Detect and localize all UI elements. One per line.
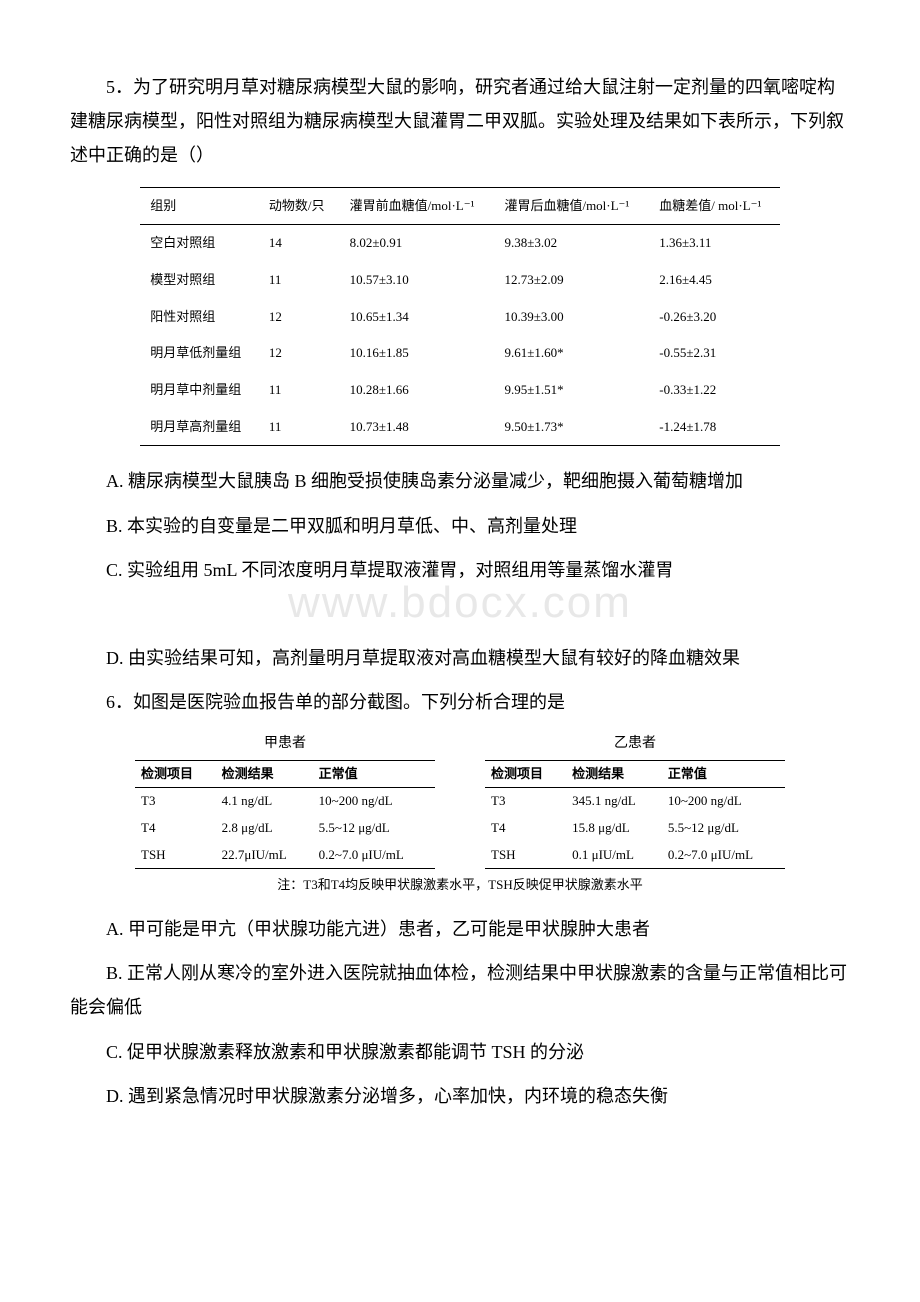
t1-h3: 灌胃后血糖值/mol·L⁻¹ <box>494 187 649 225</box>
table-row: 明月草中剂量组1110.28±1.669.95±1.51*-0.33±1.22 <box>140 372 780 409</box>
q6-option-d: D. 遇到紧急情况时甲状腺激素分泌增多，心率加快，内环境的稳态失衡 <box>70 1079 850 1113</box>
t1-h4: 血糖差值/ mol·L⁻¹ <box>649 187 780 225</box>
table-row: T34.1 ng/dL10~200 ng/dL <box>135 788 435 815</box>
patient-b-title: 乙患者 <box>485 731 785 758</box>
table-row: T415.8 μg/dL5.5~12 μg/dL <box>485 815 785 842</box>
t1-h2: 灌胃前血糖值/mol·L⁻¹ <box>340 187 495 225</box>
table-row: TSH22.7μIU/mL0.2~7.0 μIU/mL <box>135 842 435 869</box>
table-row: 阳性对照组1210.65±1.3410.39±3.00-0.26±3.20 <box>140 299 780 336</box>
patient-a-title: 甲患者 <box>135 731 435 758</box>
q5-option-d: D. 由实验结果可知，高剂量明月草提取液对高血糖模型大鼠有较好的降血糖效果 <box>70 641 850 675</box>
table-row: 明月草低剂量组1210.16±1.859.61±1.60*-0.55±2.31 <box>140 335 780 372</box>
q6-option-c: C. 促甲状腺激素释放激素和甲状腺激素都能调节 TSH 的分泌 <box>70 1035 850 1069</box>
table-row: TSH0.1 μIU/mL0.2~7.0 μIU/mL <box>485 842 785 869</box>
patient-a-report: 甲患者 检测项目 检测结果 正常值 T34.1 ng/dL10~200 ng/d… <box>135 731 435 869</box>
q6-option-b: B. 正常人刚从寒冷的室外进入医院就抽血体检，检测结果中甲状腺激素的含量与正常值… <box>70 956 850 1024</box>
q5-stem: 5．为了研究明月草对糖尿病模型大鼠的影响，研究者通过给大鼠注射一定剂量的四氧嘧啶… <box>70 70 850 173</box>
t1-h0: 组别 <box>140 187 259 225</box>
table-row: T3345.1 ng/dL10~200 ng/dL <box>485 788 785 815</box>
q5-option-b: B. 本实验的自变量是二甲双胍和明月草低、中、高剂量处理 <box>70 509 850 543</box>
table-row: 空白对照组148.02±0.919.38±3.021.36±3.11 <box>140 225 780 262</box>
t1-h1: 动物数/只 <box>259 187 340 225</box>
q5-table: 组别 动物数/只 灌胃前血糖值/mol·L⁻¹ 灌胃后血糖值/mol·L⁻¹ 血… <box>140 187 780 447</box>
table-row: 模型对照组1110.57±3.1012.73±2.092.16±4.45 <box>140 262 780 299</box>
q6-note: 注：T3和T4均反映甲状腺激素水平，TSH反映促甲状腺激素水平 <box>70 873 850 898</box>
table-row: 明月草高剂量组1110.73±1.489.50±1.73*-1.24±1.78 <box>140 409 780 446</box>
q6-reports: 甲患者 检测项目 检测结果 正常值 T34.1 ng/dL10~200 ng/d… <box>70 731 850 869</box>
q6-option-a: A. 甲可能是甲亢（甲状腺功能亢进）患者，乙可能是甲状腺肿大患者 <box>70 912 850 946</box>
q6-stem: 6．如图是医院验血报告单的部分截图。下列分析合理的是 <box>70 685 850 719</box>
patient-b-report: 乙患者 检测项目 检测结果 正常值 T3345.1 ng/dL10~200 ng… <box>485 731 785 869</box>
table-row: T42.8 μg/dL5.5~12 μg/dL <box>135 815 435 842</box>
q5-option-a: A. 糖尿病模型大鼠胰岛 B 细胞受损使胰岛素分泌量减少，靶细胞摄入葡萄糖增加 <box>70 464 850 498</box>
q5-option-c: C. 实验组用 5mL 不同浓度明月草提取液灌胃，对照组用等量蒸馏水灌胃 <box>70 553 850 587</box>
